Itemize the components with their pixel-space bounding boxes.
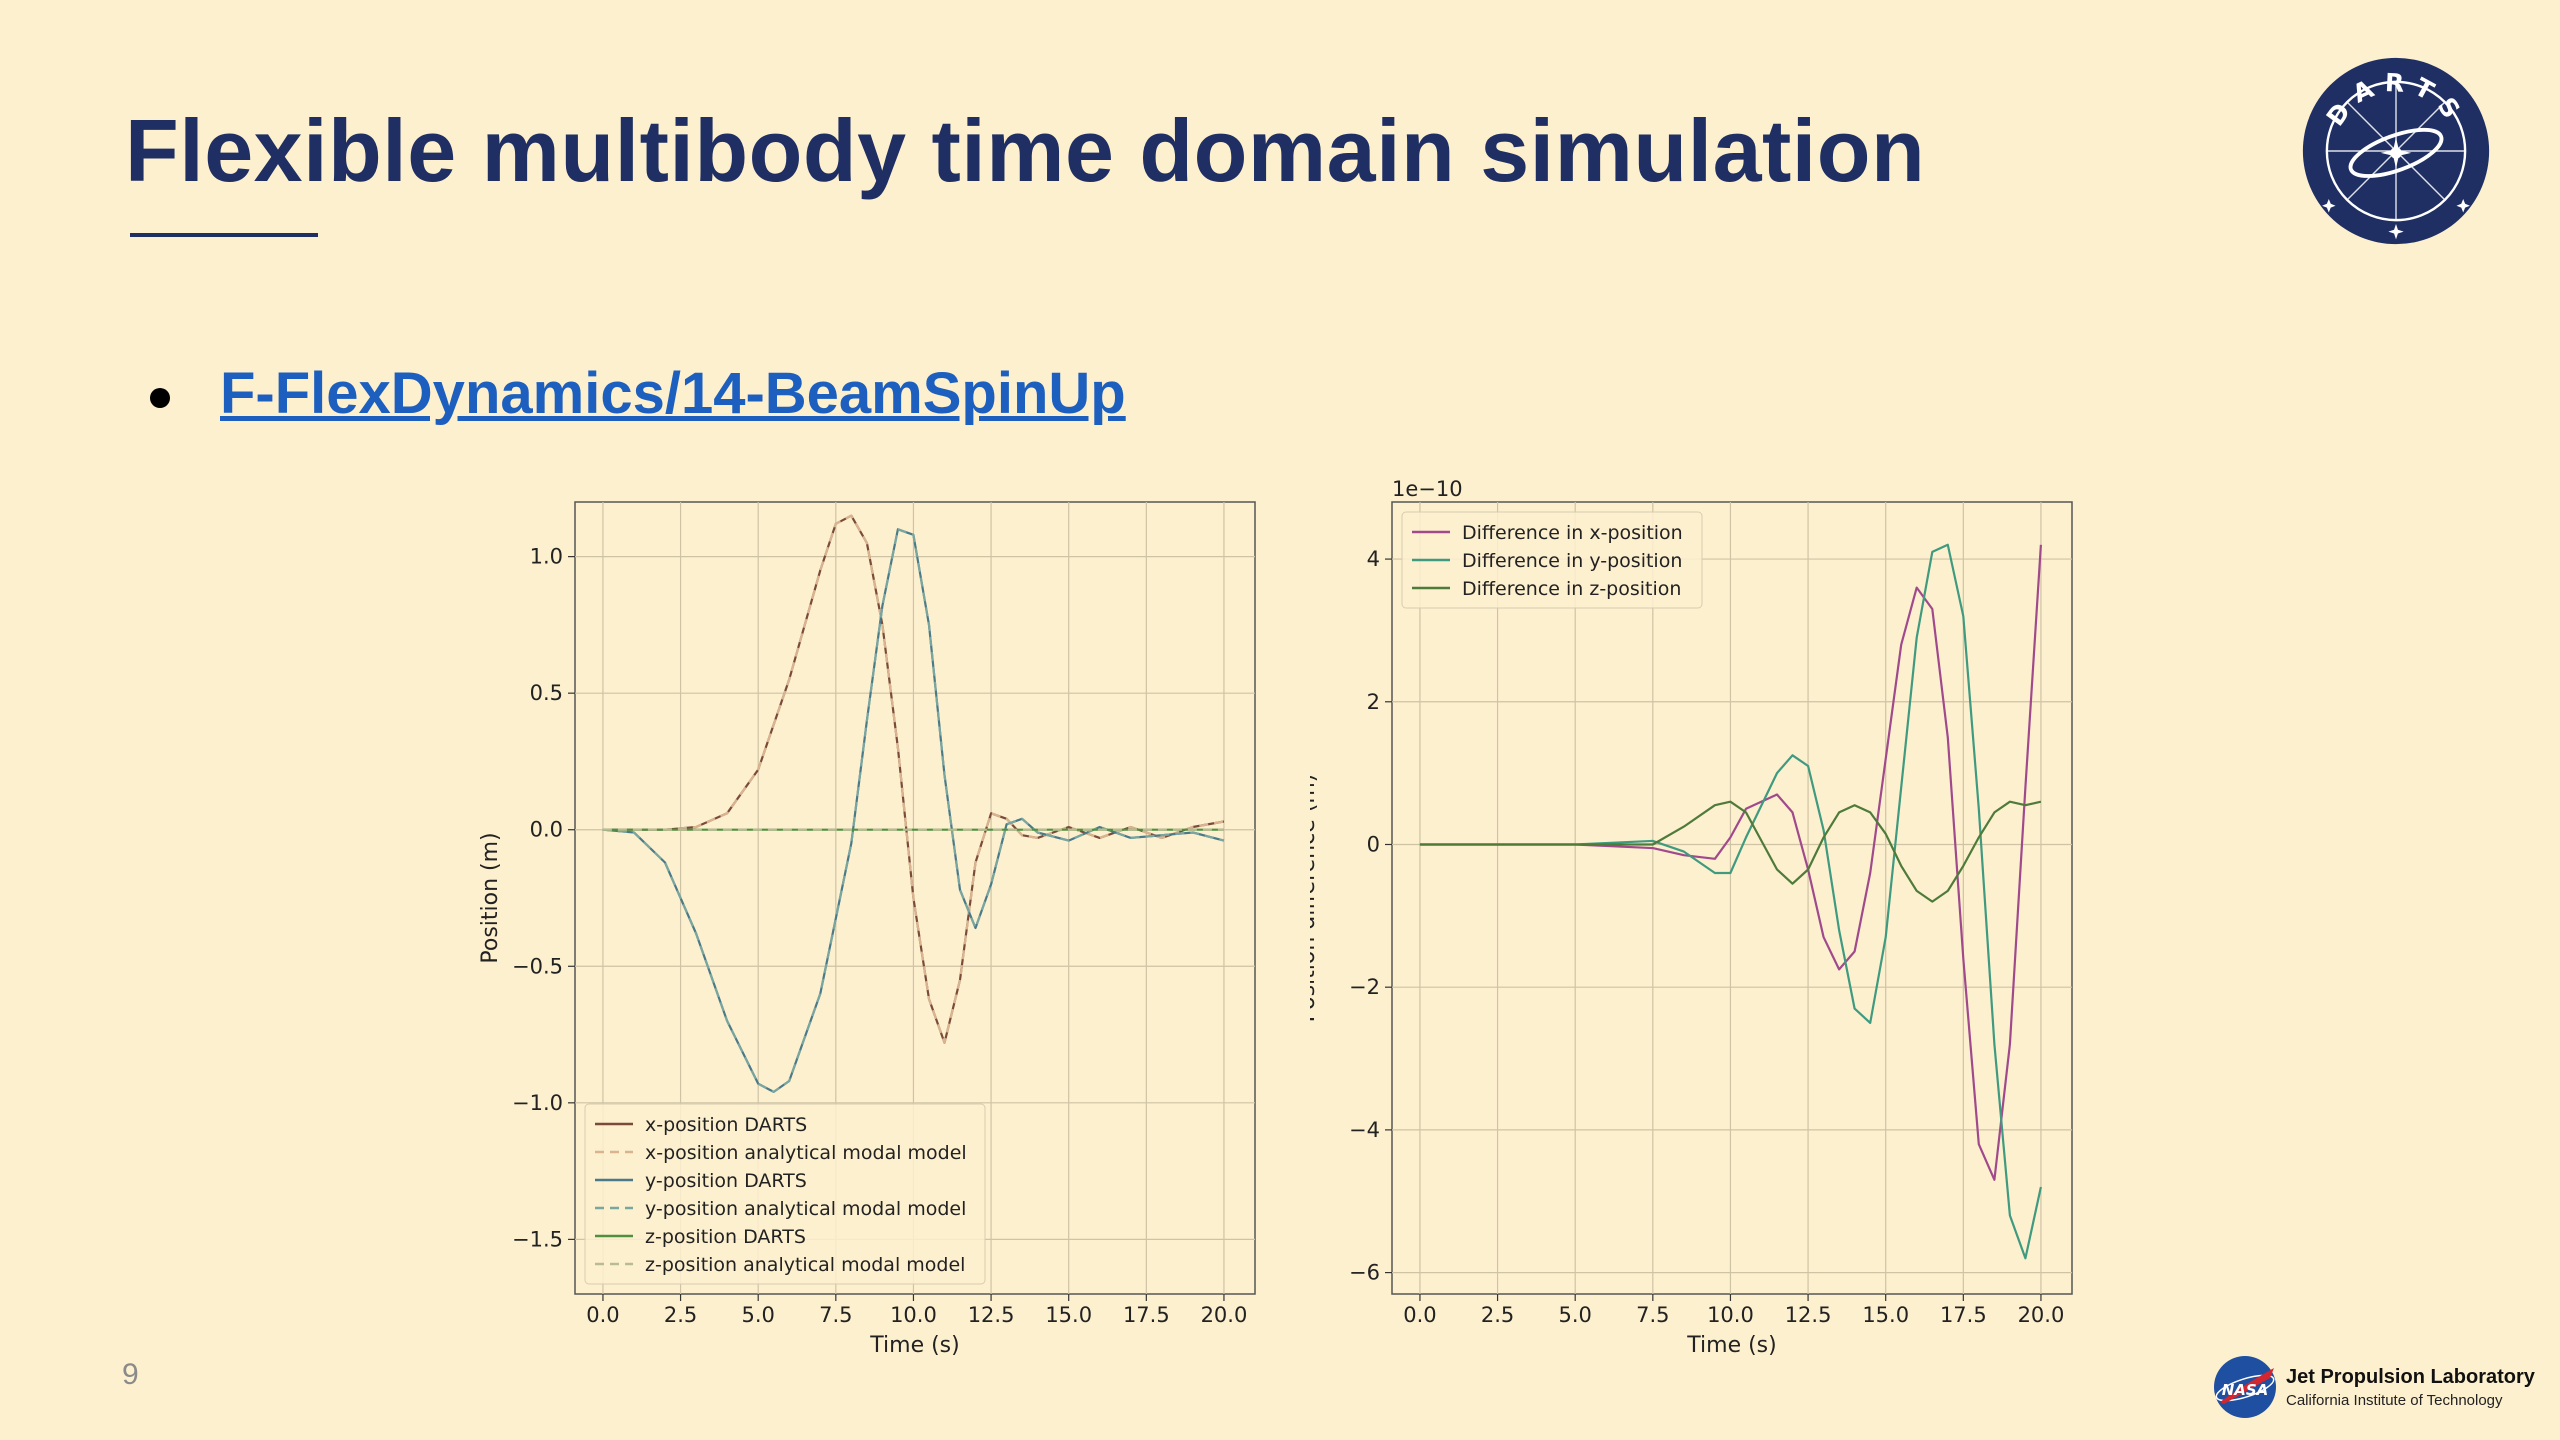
page-number: 9 <box>122 1358 139 1391</box>
chart-1-y-tick-label: 0 <box>1367 832 1380 856</box>
chart-1-y-tick-label: 4 <box>1367 547 1380 571</box>
chart-1-series-line-0 <box>1419 544 2042 1181</box>
title-underline <box>130 233 318 237</box>
chart-0-y-tick-label: 0.5 <box>530 681 563 705</box>
chart-0-x-tick-label: 12.5 <box>968 1303 1015 1327</box>
chart-0-axes-frame <box>574 501 1256 1295</box>
chart-1-legend-label: Difference in z-position <box>1462 578 1681 600</box>
chart-1-x-tick-label: 20.0 <box>2018 1303 2065 1327</box>
chart-1-series-line-1 <box>1419 543 2042 1260</box>
chart-0-x-tick-label: 5.0 <box>741 1303 774 1327</box>
nasa-logo-text: NASA <box>2222 1381 2269 1399</box>
nasa-logo: NASA <box>2214 1356 2276 1418</box>
chart-1-x-axis-label: Time (s) <box>1686 1333 1776 1358</box>
jpl-footer: NASA Jet Propulsion Laboratory Californi… <box>2210 1350 2550 1422</box>
chart-1-x-tick-label: 15.0 <box>1862 1303 1909 1327</box>
chart-1-axes-frame <box>1391 501 2073 1295</box>
position-chart: 0.0 2.5 5.0 7.5 10.0 12.5 15.0 17.5 20.0 1.0 0.5 0.… <box>478 501 1256 1358</box>
chart-0-x-tick-label: 7.5 <box>819 1303 852 1327</box>
chart-1-x-tick-label: 10.0 <box>1707 1303 1754 1327</box>
chart-0-series-line-3 <box>602 528 1225 1093</box>
darts-logo: DARTS <box>2302 57 2490 245</box>
chart-1-legend-label: Difference in x-position <box>1462 522 1683 544</box>
chart-1-x-tick-label: 0.0 <box>1403 1303 1436 1327</box>
chart-0-x-tick-label: 15.0 <box>1045 1303 1092 1327</box>
chart-1-offset-label: 1e−10 <box>1392 477 1463 501</box>
position-difference-chart: 0.0 2.5 5.0 7.5 10.0 12.5 15.0 17.5 20.0 4 2 0 −2 −4 −… <box>1310 477 2073 1358</box>
chart-1-x-tick-label: 12.5 <box>1785 1303 1832 1327</box>
chart-0-legend-label: y-position DARTS <box>645 1170 807 1192</box>
bullet-dot <box>150 388 170 408</box>
chart-0-x-tick-label: 17.5 <box>1123 1303 1170 1327</box>
chart-0-x-axis-label: Time (s) <box>869 1333 959 1358</box>
chart-1-y-axis-label: Position difference (m) <box>1310 774 1320 1023</box>
chart-1-x-tick-label: 7.5 <box>1636 1303 1669 1327</box>
chart-1-y-tick-label: −4 <box>1349 1118 1380 1142</box>
chart-0-legend-label: x-position analytical modal model <box>645 1142 967 1164</box>
chart-1-x-tick-label: 2.5 <box>1481 1303 1514 1327</box>
chart-1-y-tick-label: 2 <box>1367 690 1380 714</box>
chart-0-y-tick-label: −1.5 <box>512 1227 563 1251</box>
chart-0-y-axis-label: Position (m) <box>478 832 503 963</box>
chart-0-x-tick-label: 2.5 <box>664 1303 697 1327</box>
chart-1-y-tick-label: −2 <box>1349 975 1380 999</box>
slide-title: Flexible multibody time domain simulatio… <box>125 101 1926 200</box>
chart-0-legend-label: z-position DARTS <box>645 1226 806 1248</box>
bullet-link[interactable]: F-FlexDynamics/14-BeamSpinUp <box>220 361 1126 426</box>
chart-0-legend-label: z-position analytical modal model <box>645 1254 965 1276</box>
chart-0-legend-label: y-position analytical modal model <box>645 1198 966 1220</box>
chart-0-legend <box>584 1103 986 1285</box>
chart-0-y-tick-label: 0.0 <box>530 818 563 842</box>
chart-1-x-tick-label: 5.0 <box>1558 1303 1591 1327</box>
chart-1-y-tick-label: −6 <box>1349 1261 1380 1285</box>
chart-1-legend-label: Difference in y-position <box>1462 550 1682 572</box>
chart-1-series-line-2 <box>1419 800 2042 903</box>
chart-0-y-tick-label: 1.0 <box>530 545 563 569</box>
chart-0-series-line-1 <box>602 514 1225 1044</box>
jpl-name: Jet Propulsion Laboratory <box>2286 1366 2535 1388</box>
chart-0-legend-label: x-position DARTS <box>645 1114 807 1136</box>
chart-1-x-tick-label: 17.5 <box>1940 1303 1987 1327</box>
chart-0-x-tick-label: 20.0 <box>1201 1303 1248 1327</box>
chart-0-y-tick-label: −1.0 <box>512 1091 563 1115</box>
chart-0-x-tick-label: 10.0 <box>890 1303 937 1327</box>
chart-0-y-tick-label: −0.5 <box>512 954 563 978</box>
chart-0-x-tick-label: 0.0 <box>586 1303 619 1327</box>
jpl-subtitle: California Institute of Technology <box>2286 1392 2503 1409</box>
chart-1-legend <box>1401 511 1703 609</box>
